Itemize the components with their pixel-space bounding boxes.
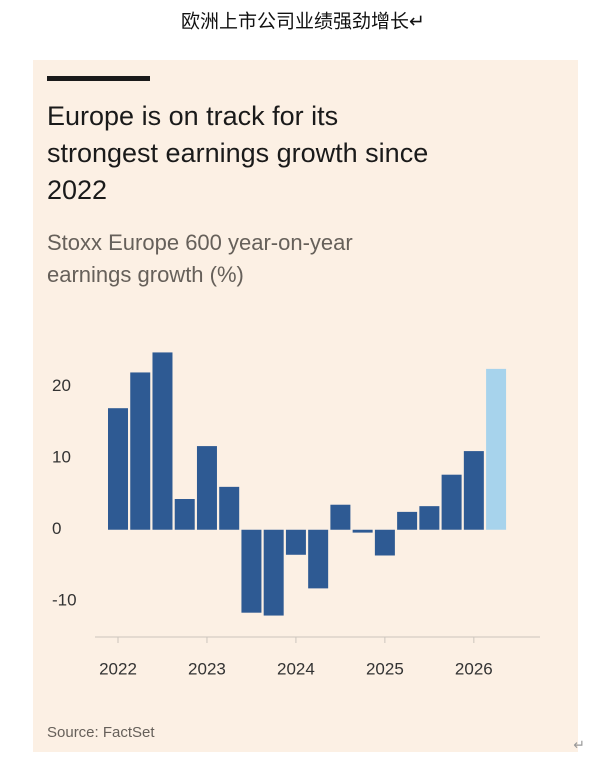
bar (263, 529, 284, 616)
x-tick-label: 2026 (455, 659, 493, 678)
bar (352, 529, 373, 533)
bar (486, 368, 507, 530)
bar (196, 446, 217, 530)
chart-title: Europe is on track for its (47, 101, 338, 131)
x-tick-label: 2022 (99, 659, 137, 678)
y-tick-label: 10 (52, 448, 71, 467)
bar (374, 529, 395, 556)
y-tick-label: 20 (52, 376, 71, 395)
chart-subtitle: earnings growth (%) (47, 262, 244, 287)
bar (241, 529, 262, 613)
doc-title: 欧洲上市公司业绩强劲增长↵ (181, 10, 425, 32)
x-tick-label: 2024 (277, 659, 315, 678)
bar (130, 372, 151, 530)
y-tick-label: -10 (52, 591, 77, 610)
bar (397, 511, 418, 530)
bar (174, 499, 195, 530)
y-tick-label: 0 (52, 519, 61, 538)
bar (441, 474, 462, 530)
bar (308, 529, 329, 589)
x-tick-label: 2025 (366, 659, 404, 678)
chart-subtitle: Stoxx Europe 600 year-on-year (47, 230, 353, 255)
chart-title: strongest earnings growth since (47, 138, 428, 168)
bar (330, 504, 351, 530)
bar (463, 451, 484, 530)
source: Source: FactSet (47, 724, 155, 741)
bar (285, 529, 306, 555)
x-tick-label: 2023 (188, 659, 226, 678)
chart-title: 2022 (47, 175, 107, 205)
accent-bar (47, 76, 150, 81)
end-mark: ↵ (573, 737, 585, 753)
bar (108, 408, 128, 530)
bar (152, 352, 173, 530)
bar (419, 506, 440, 530)
bar (219, 486, 240, 530)
